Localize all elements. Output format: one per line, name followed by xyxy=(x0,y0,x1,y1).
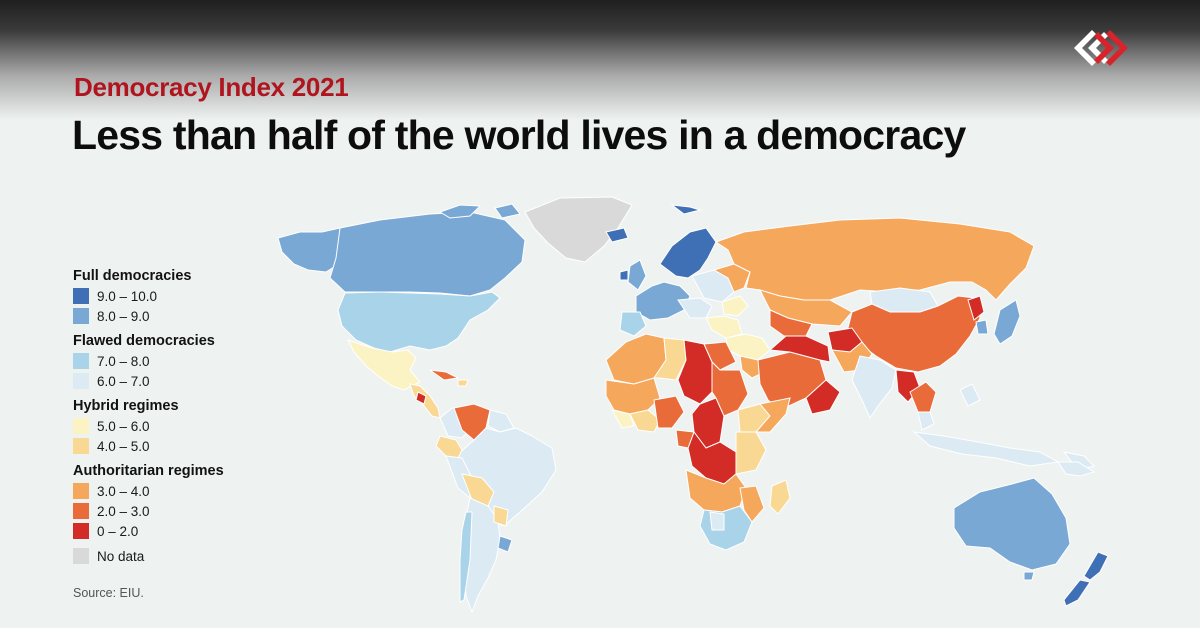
region-southeast-asia xyxy=(895,369,981,431)
legend-item: 3.0 – 4.0 xyxy=(73,481,273,501)
region-western-europe xyxy=(619,281,713,337)
legend-label: 6.0 – 7.0 xyxy=(97,373,150,389)
region-sahel-west-africa xyxy=(605,377,685,433)
legend-swatch xyxy=(73,353,89,369)
legend-group-flawed-democracies: Flawed democracies 7.0 – 8.0 6.0 – 7.0 xyxy=(73,331,273,391)
legend-swatch xyxy=(73,548,89,564)
region-canada xyxy=(329,203,526,297)
legend-label: 5.0 – 6.0 xyxy=(97,418,150,434)
legend-label: 4.0 – 5.0 xyxy=(97,438,150,454)
chart-subtitle: Democracy Index 2021 xyxy=(74,72,349,102)
region-east-africa xyxy=(711,360,791,475)
region-eastern-europe xyxy=(691,263,751,339)
legend-swatch xyxy=(73,288,89,304)
region-north-africa xyxy=(605,333,737,405)
region-central-africa xyxy=(675,397,737,485)
legend-swatch xyxy=(73,503,89,519)
region-kazakhstan-central-asia xyxy=(759,289,853,337)
region-russia xyxy=(714,217,1035,301)
legend-item: 5.0 – 6.0 xyxy=(73,416,273,436)
region-usa xyxy=(337,291,501,353)
legend-swatch xyxy=(73,523,89,539)
legend-group-title: Authoritarian regimes xyxy=(73,463,224,479)
region-alaska xyxy=(277,227,343,273)
region-australia xyxy=(953,477,1071,581)
region-indonesia xyxy=(912,431,1095,471)
header-gradient-band xyxy=(0,0,1200,140)
legend-label: 2.0 – 3.0 xyxy=(97,503,150,519)
region-scandinavia xyxy=(659,204,717,279)
legend-item: 6.0 – 7.0 xyxy=(73,371,273,391)
legend-label: No data xyxy=(97,548,145,564)
legend-group-hybrid-regimes: Hybrid regimes 5.0 – 6.0 4.0 – 5.0 xyxy=(73,396,273,456)
legend-label: 9.0 – 10.0 xyxy=(97,288,158,304)
world-choropleth-map xyxy=(277,196,1109,614)
legend-item: 0 – 2.0 xyxy=(73,521,273,541)
region-korea-japan xyxy=(967,295,1021,345)
legend-item: 2.0 – 3.0 xyxy=(73,501,273,521)
legend-group-title: Hybrid regimes xyxy=(73,398,179,414)
legend: Full democracies 9.0 – 10.0 8.0 – 9.0 Fl… xyxy=(73,266,273,566)
legend-swatch xyxy=(73,418,89,434)
region-new-zealand-png xyxy=(1057,461,1109,607)
legend-item-no-data: No data xyxy=(73,546,273,566)
region-andes xyxy=(435,435,495,507)
source-note: Source: EIU. xyxy=(73,586,144,600)
legend-item: 7.0 – 8.0 xyxy=(73,351,273,371)
region-southern-cone xyxy=(459,497,513,614)
legend-swatch xyxy=(73,483,89,499)
legend-group-title: Flawed democracies xyxy=(73,333,215,349)
region-mexico xyxy=(347,339,421,391)
region-middle-east xyxy=(725,333,841,415)
legend-label: 0 – 2.0 xyxy=(97,523,139,539)
region-central-america xyxy=(409,369,469,419)
region-southern-africa xyxy=(685,469,791,551)
region-india xyxy=(851,355,897,420)
legend-item: 8.0 – 9.0 xyxy=(73,306,273,326)
legend-label: 7.0 – 8.0 xyxy=(97,353,150,369)
legend-swatch xyxy=(73,373,89,389)
legend-group-authoritarian-regimes: Authoritarian regimes 3.0 – 4.0 2.0 – 3.… xyxy=(73,461,273,541)
legend-group-title: Full democracies xyxy=(73,268,192,284)
region-greenland xyxy=(524,196,633,263)
legend-item: 4.0 – 5.0 xyxy=(73,436,273,456)
region-iceland-uk xyxy=(605,227,647,291)
brand-logo-icon xyxy=(1074,30,1128,66)
legend-label: 8.0 – 9.0 xyxy=(97,308,150,324)
chart-title: Less than half of the world lives in a d… xyxy=(72,112,966,158)
legend-swatch xyxy=(73,308,89,324)
legend-label: 3.0 – 4.0 xyxy=(97,483,150,499)
legend-swatch xyxy=(73,438,89,454)
legend-item: 9.0 – 10.0 xyxy=(73,286,273,306)
legend-group-full-democracies: Full democracies 9.0 – 10.0 8.0 – 9.0 xyxy=(73,266,273,326)
